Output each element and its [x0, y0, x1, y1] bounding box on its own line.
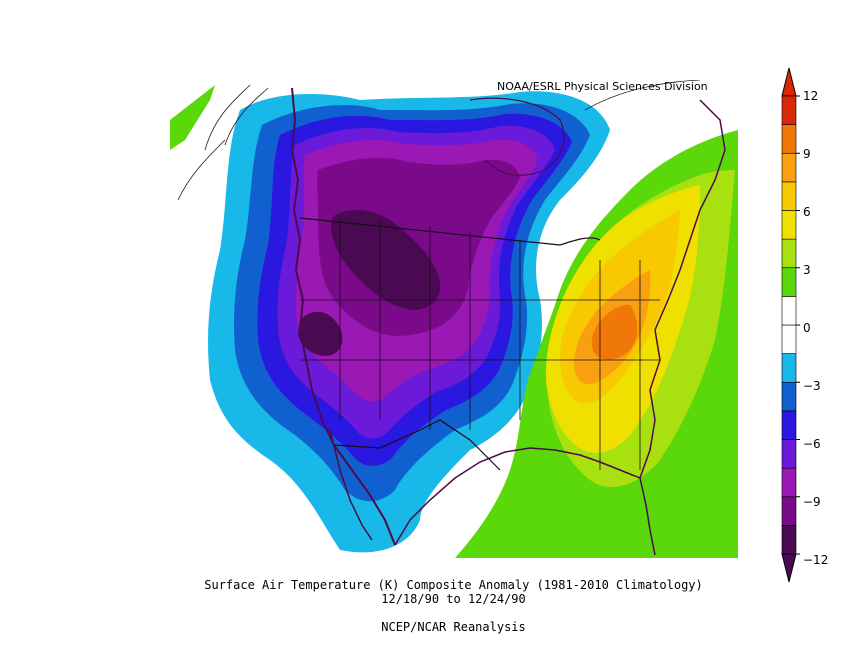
pacific-warm-region: [170, 85, 215, 150]
colorbar-tick-label: 9: [803, 147, 811, 161]
colorbar-segment: [781, 152, 797, 183]
colorbar-segment: [781, 496, 797, 526]
contour-line: [584, 80, 701, 111]
cold-region-southwest: [298, 311, 343, 356]
gulf-coastline: [394, 447, 641, 546]
colorbar-segment: [781, 410, 797, 440]
colorbar-segment: [781, 95, 797, 125]
west-coastline: [290, 87, 396, 546]
colorbar-segment: [781, 238, 797, 269]
colorbar-segment: [781, 467, 797, 498]
hudson-bay-coast: [469, 97, 565, 176]
colorbar-tick-label: −9: [803, 495, 821, 509]
caption-title: Surface Air Temperature (K) Composite An…: [204, 578, 703, 592]
baja-coastline: [329, 429, 373, 541]
colorbar-tick-label: −12: [803, 553, 829, 567]
colorbar-tick-label: 3: [803, 263, 811, 277]
colorbar-segment: [781, 181, 797, 211]
color-scale-bar: [781, 67, 800, 583]
colorbar-segment: [781, 525, 797, 555]
colorbar-tick-label: −6: [803, 437, 821, 451]
warm-region-peak: [591, 304, 638, 360]
state-borders: [300, 218, 660, 470]
cold-region-core: [331, 209, 441, 310]
colorbar-bottom-arrow: [781, 553, 797, 583]
colorbar-segment: [781, 210, 797, 240]
colorbar-segment: [781, 124, 797, 154]
east-coastline: [639, 99, 726, 479]
colorbar-tick-label: 6: [803, 205, 811, 219]
colorbar-segment: [781, 324, 797, 354]
caption-date-range: 12/18/90 to 12/24/90: [381, 592, 526, 606]
colorbar-tick-label: −3: [803, 379, 821, 393]
credit-label: NOAA/ESRL Physical Sciences Division: [497, 80, 708, 93]
contour-line: [177, 139, 226, 201]
colorbar-top-arrow: [781, 67, 797, 97]
colorbar-tick-label: 0: [803, 321, 811, 335]
florida-coastline: [639, 477, 656, 556]
colorbar-segment: [781, 267, 797, 297]
colorbar-segment: [781, 439, 797, 469]
colorbar-segment: [781, 353, 797, 383]
colorbar-segment: [781, 381, 797, 412]
caption-source: NCEP/NCAR Reanalysis: [381, 620, 526, 634]
colorbar-segment: [781, 296, 797, 326]
contour-line: [204, 84, 251, 151]
contour-line: [224, 87, 269, 146]
colorbar-tick-label: 12: [803, 89, 819, 103]
